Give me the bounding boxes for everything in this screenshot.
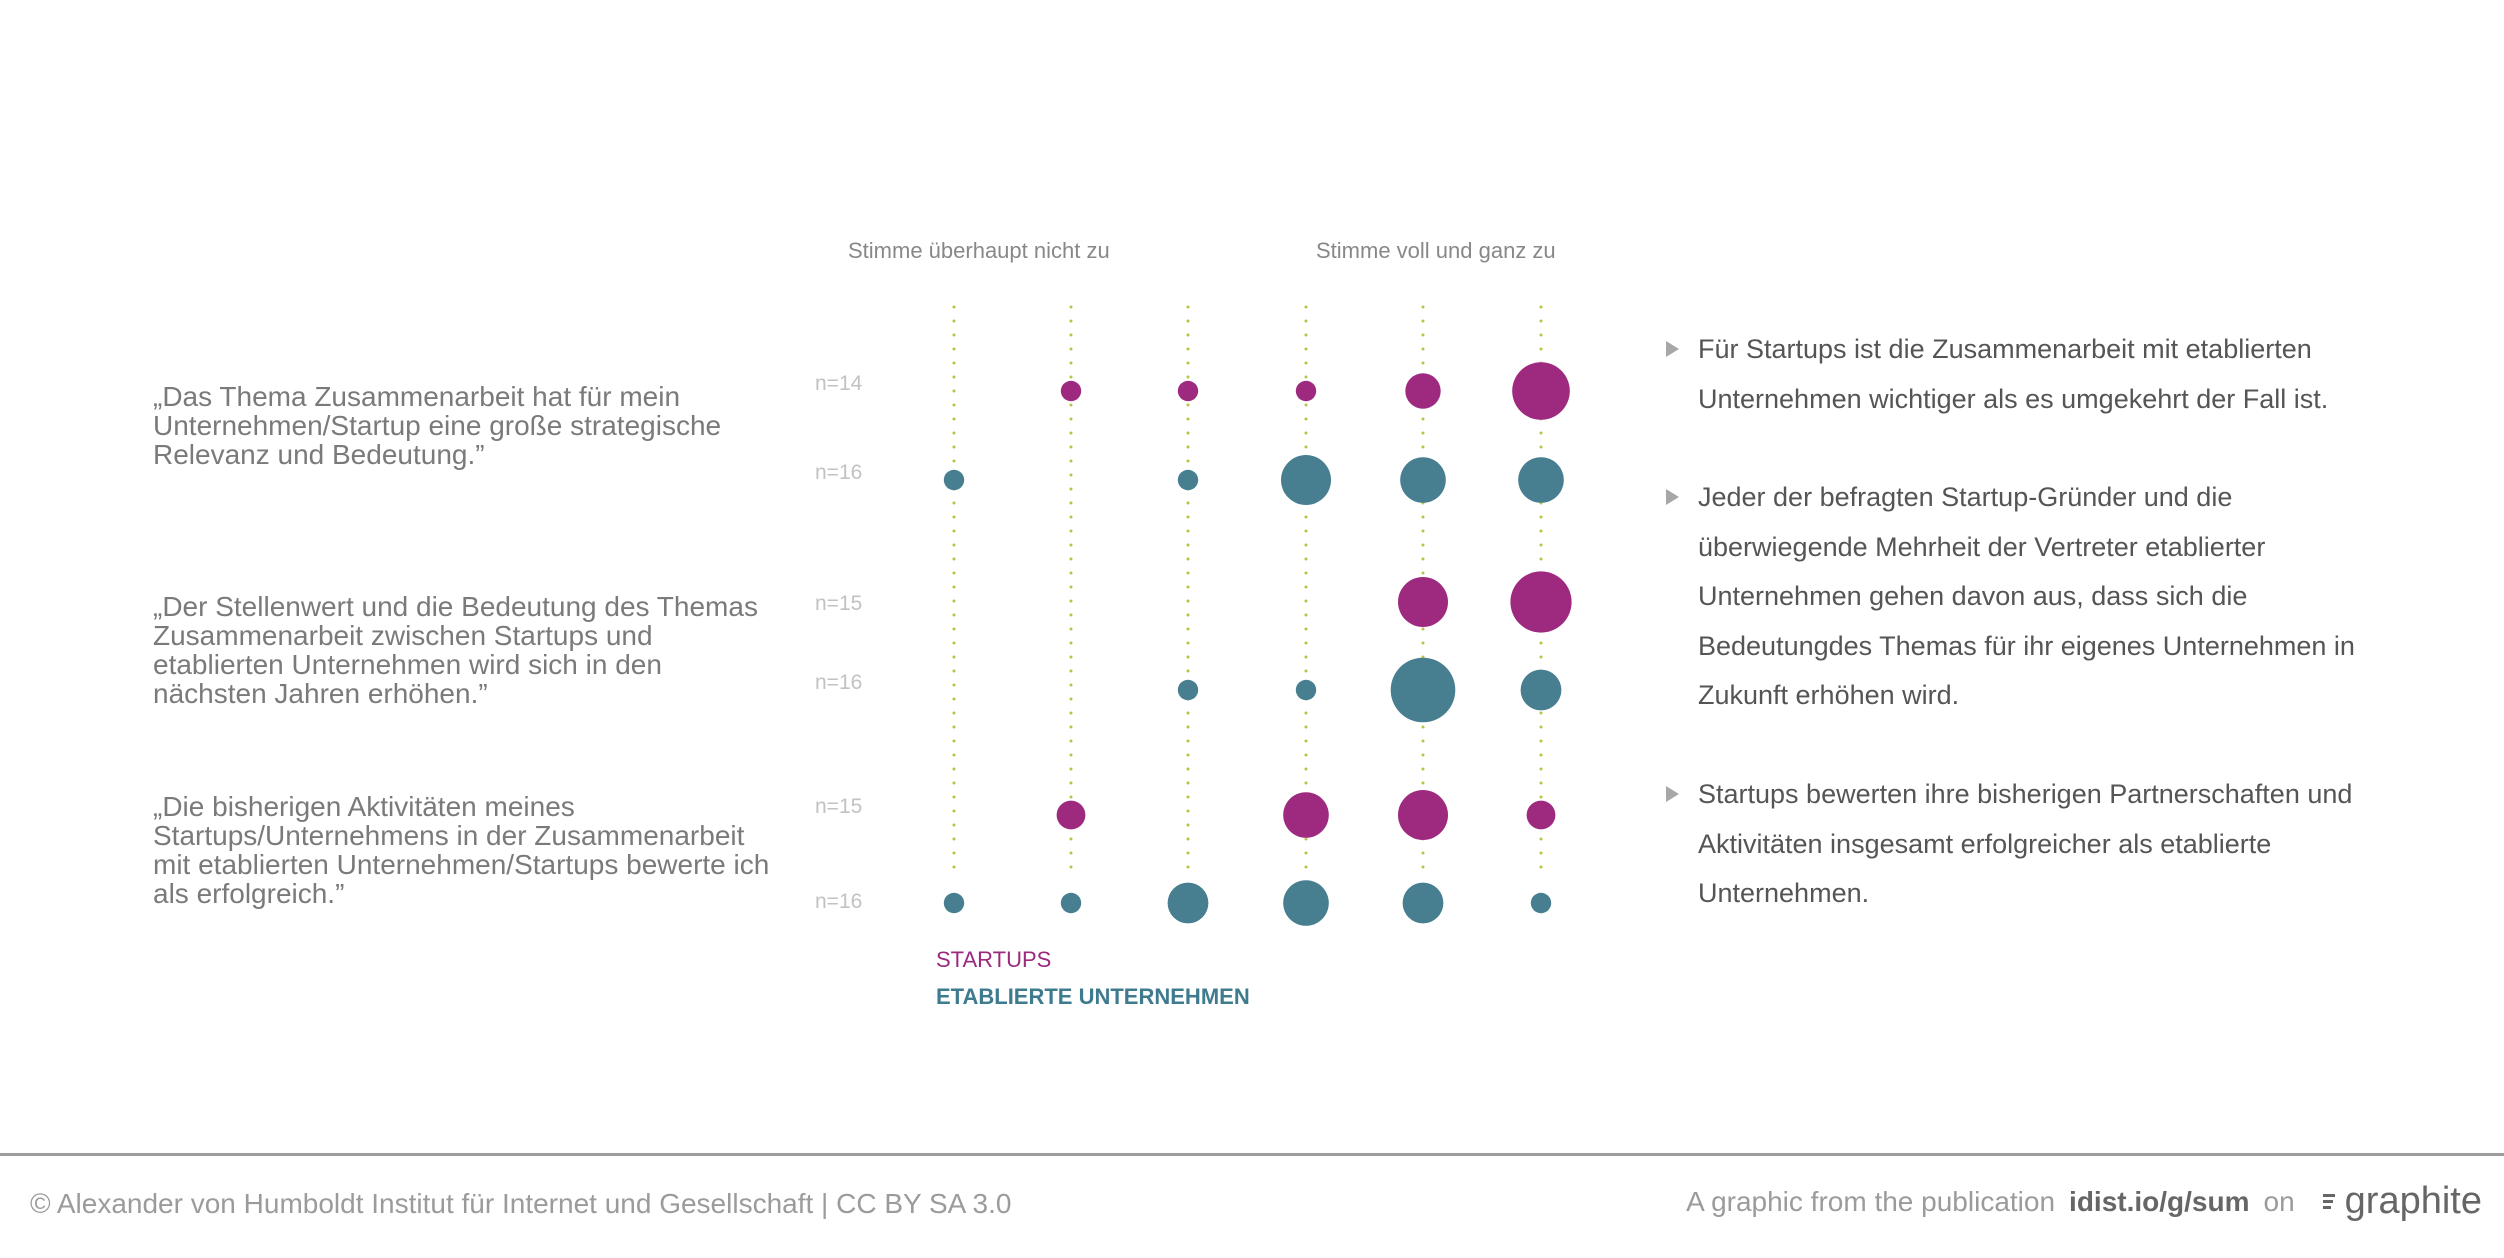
statement-1-text: „Das Thema Zusammenarbeit hat für mein U…: [153, 381, 722, 470]
bubble-startups-s3-c4: [1283, 792, 1329, 838]
scale-label-left: Stimme überhaupt nicht zu: [848, 238, 1110, 263]
bubble-etablierte-s3-c4: [1283, 880, 1329, 926]
finding-3: Startups bewerten ihre bisherigen Partne…: [1698, 779, 2353, 908]
bubble-startups-s3-c2: [1056, 800, 1086, 830]
n-label-s2-startups: n=15: [815, 592, 863, 615]
bubble-startups-s2-c6: [1510, 571, 1572, 633]
bubble-startups-s3-c6: [1526, 800, 1556, 830]
bubble-etablierte-s2-c3: [1177, 679, 1199, 701]
legend-startups: STARTUPS: [936, 947, 1052, 972]
n-label-s2-etablierte: n=16: [815, 671, 863, 694]
guide-lines: [952, 305, 1543, 882]
on-text: on: [2263, 1185, 2295, 1217]
bubble-etablierte-s1-c6: [1518, 457, 1564, 503]
bubble-etablierte-s2-c5: [1390, 657, 1456, 723]
bubble-markers: [943, 362, 1572, 926]
footer-divider: [0, 1153, 2504, 1156]
finding-1: Für Startups ist die Zusammenarbeit mit …: [1698, 334, 2329, 414]
footer-copyright: © Alexander von Humboldt Institut für In…: [30, 1188, 1012, 1219]
triangle-bullet-icon: [1666, 341, 1679, 357]
footer-attribution: A graphic from the publication idist.io/…: [1686, 1180, 2482, 1223]
triangle-bullet-icon: [1666, 786, 1679, 802]
bubble-startups-s1-c6: [1512, 362, 1570, 420]
bubble-startups-s2-c5: [1398, 577, 1448, 627]
bubble-etablierte-s2-c4: [1295, 679, 1317, 701]
bubble-etablierte-s2-c6: [1520, 669, 1562, 711]
scale-label-right: Stimme voll und ganz zu: [1316, 238, 1556, 263]
bubble-etablierte-s1-c3: [1177, 469, 1199, 491]
publication-prefix: A graphic from the publication: [1686, 1185, 2056, 1217]
graphite-wordmark: graphite: [2344, 1180, 2482, 1222]
n-label-s3-startups: n=15: [815, 795, 863, 818]
graphite-logo[interactable]: graphite: [2322, 1180, 2482, 1223]
bubble-startups-s1-c4: [1295, 380, 1317, 402]
n-label-s1-startups: n=14: [815, 372, 863, 395]
bubble-etablierte-s3-c6: [1530, 892, 1552, 914]
n-label-s3-etablierte: n=16: [815, 890, 863, 913]
bubble-etablierte-s3-c5: [1402, 882, 1444, 924]
bubble-startups-s3-c5: [1398, 790, 1448, 840]
publication-link[interactable]: idist.io/g/sum: [2069, 1185, 2250, 1217]
statement-2-text: „Der Stellenwert und die Bedeutung des T…: [153, 591, 758, 709]
graphite-icon: [2322, 1194, 2335, 1209]
bubble-etablierte-s3-c1: [943, 892, 965, 914]
bubble-startups-s1-c5: [1405, 373, 1441, 409]
n-label-s1-etablierte: n=16: [815, 461, 863, 484]
bubble-startups-s1-c3: [1177, 380, 1199, 402]
triangle-bullet-icon: [1666, 489, 1679, 505]
bubble-etablierte-s3-c2: [1060, 892, 1082, 914]
bubble-etablierte-s1-c5: [1400, 457, 1446, 503]
bubble-startups-s1-c2: [1060, 380, 1082, 402]
statement-3-text: „Die bisherigen Aktivitäten meines Start…: [153, 791, 770, 909]
finding-2: Jeder der befragten Startup-Gründer und …: [1698, 482, 2355, 710]
bubble-etablierte-s1-c1: [943, 469, 965, 491]
bubble-etablierte-s1-c4: [1281, 455, 1331, 505]
legend-etablierte-unternehmen: ETABLIERTE UNTERNEHMEN: [936, 984, 1250, 1009]
bubble-etablierte-s3-c3: [1167, 882, 1209, 924]
